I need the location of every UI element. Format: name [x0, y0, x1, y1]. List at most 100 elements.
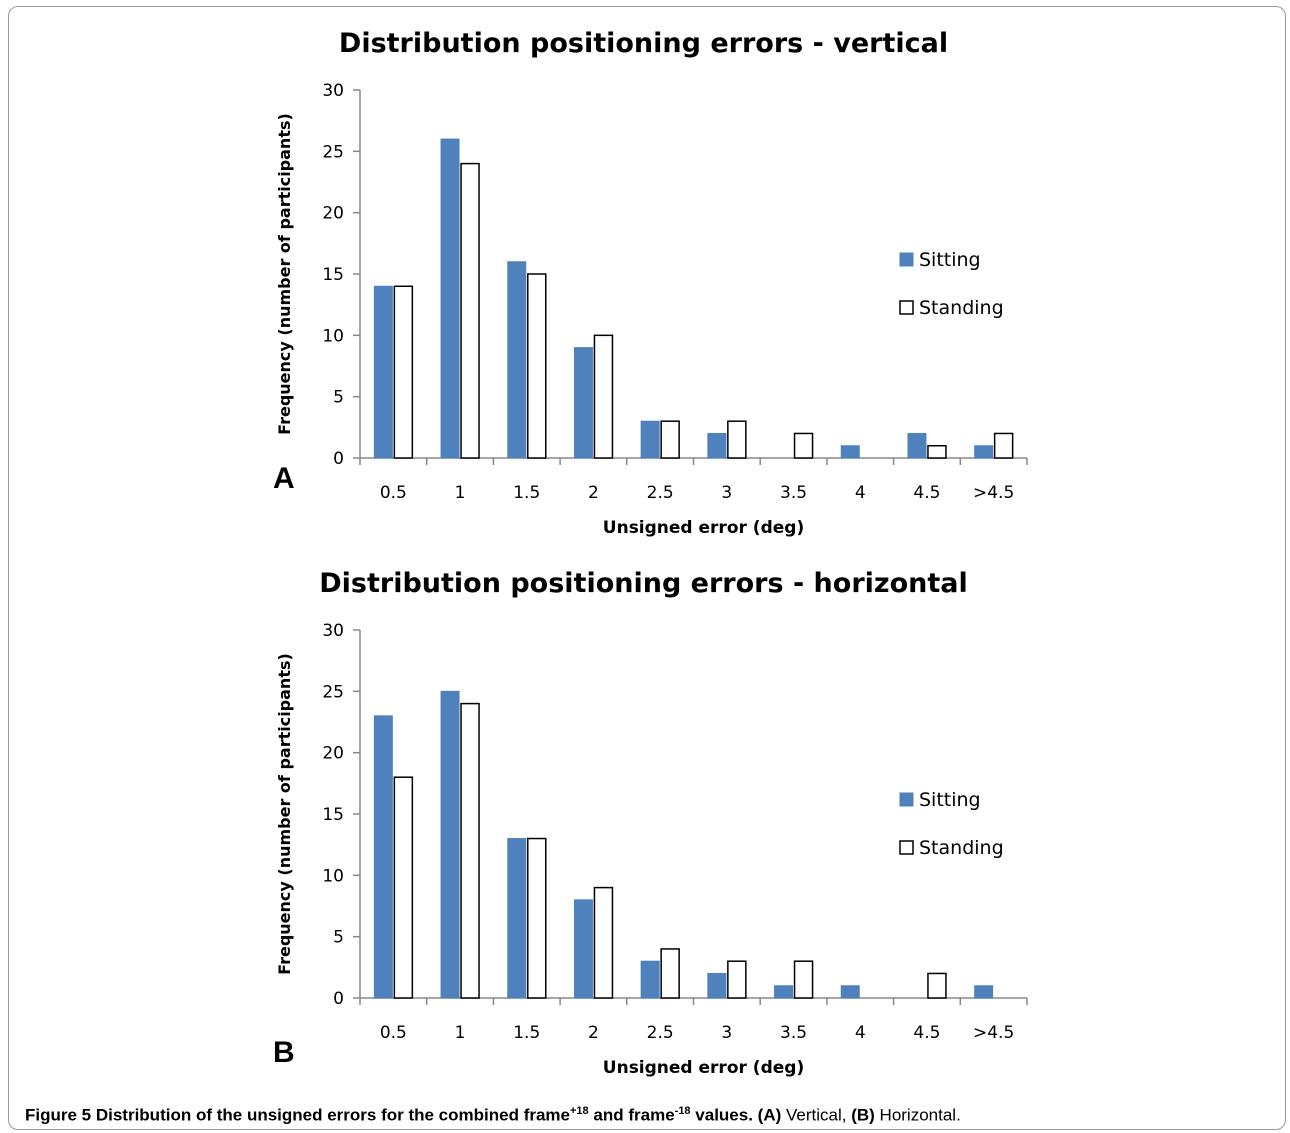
x-tick-label: 2.5: [647, 1023, 674, 1043]
bar-standing: [527, 837, 547, 999]
legend-label-standing: Standing: [919, 297, 1004, 319]
bar-standing: [660, 420, 680, 459]
chart-panel-1: Distribution positioning errors - horizo…: [275, 568, 1028, 1078]
bar-standing: [793, 432, 814, 459]
x-tick-label: 1: [455, 483, 466, 503]
bar-sitting: [974, 445, 994, 459]
y-tick-label: 30: [322, 81, 344, 101]
bar-sitting: [373, 715, 393, 999]
bar-standing: [927, 972, 947, 999]
x-tick-label: 1: [455, 1023, 466, 1043]
bar-standing: [660, 948, 680, 999]
legend-label-sitting: Sitting: [919, 789, 981, 811]
y-tick-label: 30: [322, 621, 344, 641]
bar-standing: [593, 886, 614, 999]
x-tick-label: 3.5: [780, 483, 807, 503]
bar-sitting: [707, 432, 727, 459]
bar-sitting: [974, 985, 994, 999]
bar-sitting: [707, 972, 727, 999]
y-tick-label: 15: [322, 265, 344, 285]
y-tick-label: 5: [333, 388, 344, 408]
y-tick-label: 5: [333, 928, 344, 948]
bar-standing: [727, 420, 747, 459]
y-tick-label: 25: [322, 142, 344, 162]
x-tick-label: 4.5: [913, 483, 940, 503]
caption-sup-2: -18: [674, 1105, 691, 1117]
bar-sitting: [907, 432, 927, 459]
bar-sitting: [440, 690, 460, 999]
x-tick-label: 2.5: [647, 483, 674, 503]
y-axis-label: Frequency (number of participants): [275, 113, 294, 435]
bar-standing: [727, 960, 747, 999]
y-tick-label: 25: [322, 682, 344, 702]
x-tick-label: 4.5: [913, 1023, 940, 1043]
x-axis-label: Unsigned error (deg): [603, 518, 804, 538]
legend-label-sitting: Sitting: [919, 249, 981, 271]
bar-sitting: [840, 985, 860, 999]
bar-sitting: [640, 960, 660, 999]
figure-caption: Figure 5 Distribution of the unsigned er…: [25, 1105, 1275, 1126]
legend-swatch-sitting: [899, 252, 914, 267]
y-tick-label: 15: [322, 805, 344, 825]
x-tick-label: 0.5: [380, 483, 407, 503]
x-axis-label: Unsigned error (deg): [603, 1058, 804, 1078]
bar-standing: [793, 960, 814, 999]
caption-text-3: values.: [690, 1105, 758, 1125]
x-tick-label: 3: [721, 1023, 732, 1043]
y-tick-label: 0: [333, 449, 344, 469]
chart-title: Distribution positioning errors - horizo…: [319, 568, 968, 599]
bar-standing: [993, 432, 1014, 459]
bar-standing: [460, 162, 480, 459]
bar-sitting: [507, 261, 527, 459]
y-tick-label: 0: [333, 989, 344, 1009]
y-axis-label: Frequency (number of participants): [275, 653, 294, 975]
legend-swatch-sitting: [899, 792, 914, 807]
y-tick-label: 20: [322, 744, 344, 764]
y-tick-label: 20: [322, 204, 344, 224]
bar-standing: [460, 702, 480, 999]
caption-sup-1: +18: [570, 1105, 589, 1117]
caption-a-text: Vertical,: [781, 1105, 852, 1125]
legend-swatch-standing: [899, 300, 914, 315]
x-tick-label: >4.5: [973, 483, 1014, 503]
bar-standing: [527, 273, 547, 459]
chart-panel-0: Distribution positioning errors - vertic…: [275, 28, 1028, 538]
caption-a-label: (A): [757, 1105, 782, 1125]
panel-label-b: B: [273, 1036, 295, 1069]
x-tick-label: >4.5: [973, 1023, 1014, 1043]
y-tick-label: 10: [322, 866, 344, 886]
bar-sitting: [440, 138, 460, 459]
bar-standing: [593, 334, 614, 459]
chart-title: Distribution positioning errors - vertic…: [339, 28, 948, 59]
bar-standing: [393, 776, 414, 999]
caption-text-2: and frame: [588, 1105, 675, 1125]
x-tick-label: 1.5: [513, 483, 540, 503]
bar-sitting: [774, 985, 794, 999]
bar-sitting: [640, 420, 660, 459]
y-tick-label: 10: [322, 326, 344, 346]
x-tick-label: 2: [588, 483, 599, 503]
caption-b-text: Horizontal.: [874, 1105, 961, 1125]
panel-label-a: A: [273, 462, 295, 495]
legend-label-standing: Standing: [919, 837, 1004, 859]
x-tick-label: 0.5: [380, 1023, 407, 1043]
bar-sitting: [507, 838, 527, 999]
caption-b-label: (B): [851, 1105, 875, 1125]
x-tick-label: 3.5: [780, 1023, 807, 1043]
legend-swatch-standing: [899, 840, 914, 855]
x-tick-label: 2: [588, 1023, 599, 1043]
caption-text-1: Distribution of the unsigned errors for …: [91, 1105, 570, 1125]
bar-sitting: [573, 347, 593, 459]
x-tick-label: 1.5: [513, 1023, 540, 1043]
bar-standing: [927, 444, 947, 459]
bar-sitting: [840, 445, 860, 459]
x-tick-label: 4: [855, 483, 866, 503]
x-tick-label: 3: [721, 483, 732, 503]
bar-sitting: [573, 899, 593, 999]
bar-sitting: [373, 285, 393, 459]
figure-frame: [8, 6, 1286, 1130]
caption-label: Figure 5: [25, 1105, 92, 1125]
x-tick-label: 4: [855, 1023, 866, 1043]
bar-standing: [393, 285, 414, 459]
